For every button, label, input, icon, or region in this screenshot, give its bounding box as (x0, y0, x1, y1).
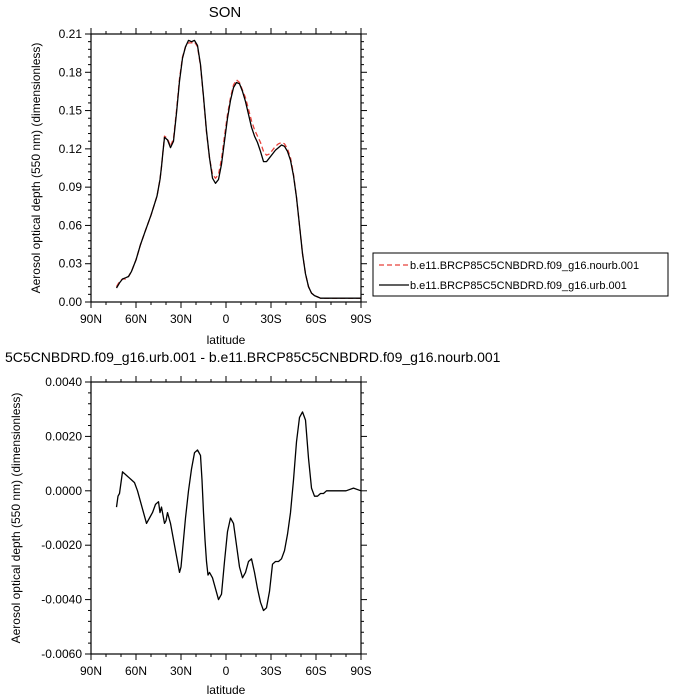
y-tick-label: 0.15 (59, 104, 83, 118)
legend-label-nourb: b.e11.BRCP85C5CNBDRD.f09_g16.nourb.001 (410, 260, 639, 272)
legend-label-urb: b.e11.BRCP85C5CNBDRD.f09_g16.urb.001 (410, 280, 627, 292)
x-tick-label: 60N (125, 312, 147, 326)
x-tick-label: 90N (80, 312, 102, 326)
x-tick-label: 60S (305, 312, 326, 326)
x-axis-label: latitude (207, 333, 246, 347)
y-tick-label: 0.00 (59, 295, 83, 309)
y-tick-label: -0.0040 (41, 593, 82, 607)
series-line-0 (115, 41, 361, 299)
chart-son: SON 0.00 0.03 0.06 0.09 0.12 0.15 0.18 0.21 90N… (29, 4, 372, 347)
y-tick-label: -0.0020 (41, 538, 82, 552)
y-tick-label: 0.18 (59, 65, 83, 79)
plot-frame (90, 33, 362, 303)
series-lines (115, 411, 362, 612)
x-tick-label: 90N (80, 664, 102, 678)
chart-title: 5C5CNBDRD.f09_g16.urb.001 - b.e11.BRCP85… (5, 349, 501, 365)
y-tick-label: 0.0000 (45, 484, 82, 498)
x-tick-label: 30N (170, 664, 192, 678)
y-tick-label: 0.21 (59, 27, 83, 41)
y-axis: -0.0060 -0.0040 -0.0020 0.0000 0.0020 0.0040 (41, 375, 367, 661)
x-tick-label: 90S (350, 664, 371, 678)
y-tick-label: 0.03 (59, 257, 83, 271)
x-tick-label: 30S (260, 664, 281, 678)
y-tick-label: 0.06 (59, 218, 83, 232)
legend-box (372, 252, 669, 297)
x-axis-label: latitude (207, 683, 246, 697)
x-axis: 90N 60N 30N 0 30S 60S 90S (80, 376, 372, 678)
x-tick-label: 0 (223, 664, 230, 678)
y-tick-label: 0.0020 (45, 429, 82, 443)
y-axis: 0.00 0.03 0.06 0.09 0.12 0.15 0.18 0.21 (59, 27, 367, 309)
y-tick-label: 0.12 (59, 142, 83, 156)
x-tick-label: 60S (305, 664, 326, 678)
x-tick-label: 60N (125, 664, 147, 678)
chart-title: SON (209, 4, 242, 21)
series-line-0 (115, 411, 362, 612)
x-tick-label: 0 (223, 312, 230, 326)
x-axis: 90N 60N 30N 0 30S 60S 90S (80, 28, 372, 326)
y-tick-label: 0.09 (59, 180, 83, 194)
x-tick-label: 30N (170, 312, 192, 326)
x-tick-label: 30S (260, 312, 281, 326)
y-axis-label: Aerosol optical depth (550 nm) (dimensio… (9, 393, 23, 644)
x-tick-label: 90S (350, 312, 371, 326)
y-tick-label: 0.0040 (45, 375, 82, 389)
y-axis-label: Aerosol optical depth (550 nm) (dimensio… (29, 43, 43, 294)
plot-frame (90, 381, 362, 655)
chart-difference: 5C5CNBDRD.f09_g16.urb.001 - b.e11.BRCP85… (5, 349, 501, 697)
y-tick-label: -0.0060 (41, 647, 82, 661)
series-lines (115, 39, 361, 299)
series-line-1 (115, 39, 361, 299)
legend: b.e11.BRCP85C5CNBDRD.f09_g16.nourb.001 b… (372, 252, 669, 297)
